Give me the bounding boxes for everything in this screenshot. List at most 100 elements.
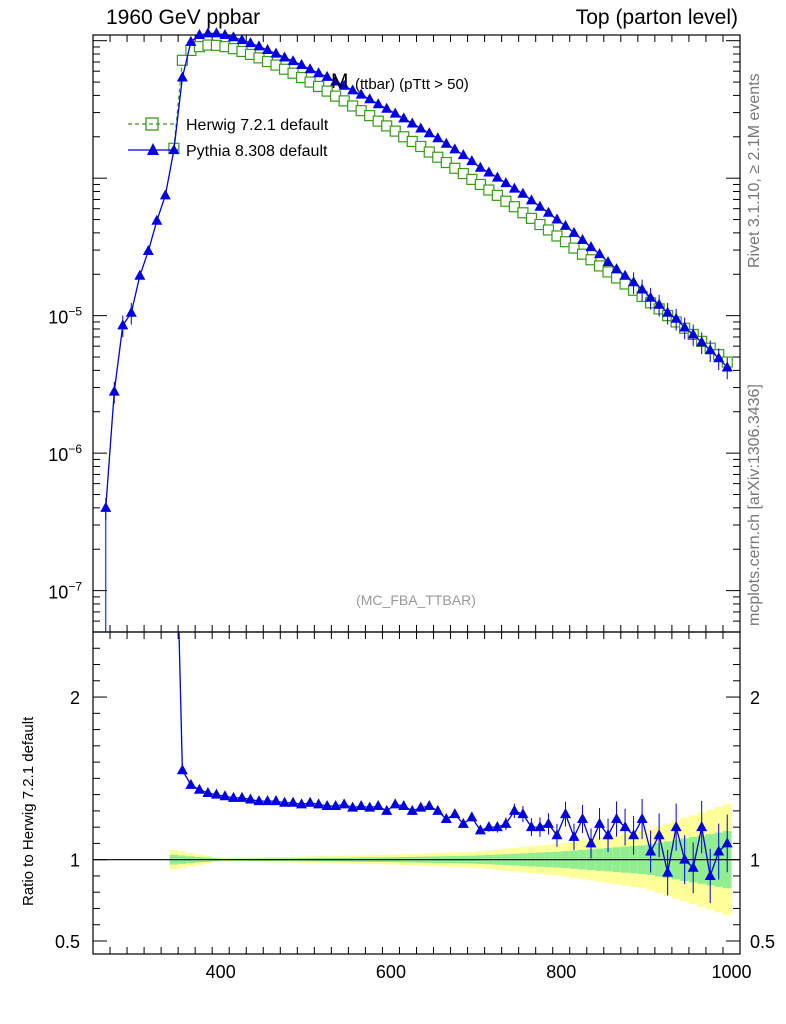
ratio-point [398,800,410,811]
legend: Herwig 7.2.1 default Pythia 8.308 defaul… [128,117,329,160]
pythia-point [474,161,486,172]
tick-labels: 400 600 800 1000 10−5 10−6 10−7 2 2 1 1 0.5 0.5 [48,305,775,982]
ratio-point [542,817,554,828]
ratio-point [670,821,682,832]
pythia-point [517,187,529,198]
ratio-point [313,798,325,809]
pythia-point [449,143,461,154]
ratio-point [466,811,478,822]
ratio-point [423,800,435,811]
ratio-point [457,817,469,828]
pythia-point [457,149,469,160]
ratio-point [440,813,452,824]
y-tick-label: 10−7 [48,580,82,603]
ratio-point [559,808,571,819]
y-tick-label: 10−6 [48,442,82,465]
herwig-point [176,54,188,66]
pythia-point [687,328,699,339]
ratio-point [577,813,589,824]
ratio-point [449,808,461,819]
pythia-point [321,70,333,81]
herwig-point [551,230,563,242]
ratio-tick-label-right: 1 [750,851,760,871]
pythia-point [628,276,640,287]
pythia-point [415,122,427,133]
ratio-tick-label-right: 2 [750,688,760,708]
herwig-point [440,156,452,169]
herwig-point [389,125,401,137]
pythia-point [159,189,171,200]
pythia-point [347,84,359,95]
pythia-point [262,44,274,55]
ratio-point [330,800,342,811]
pythia-point [202,27,214,38]
pythia-point [142,245,154,256]
legend-pythia-label: Pythia 8.308 default [186,143,328,160]
plot-title-sub: (ttbar) (pTtt > 50) [355,76,469,93]
ratio-point [253,795,265,806]
legend-herwig-label: Herwig 7.2.1 default [186,117,329,134]
pythia-point [568,226,580,237]
ratio-point [338,798,350,809]
pythia-point [679,321,691,332]
pythia-point [253,40,265,51]
ratio-tick-label-right: 0.5 [750,932,775,952]
ratio-point [304,796,316,807]
pythia-point [227,31,239,42]
curves [93,27,740,904]
ratio-point [287,796,299,807]
ratio-point [517,808,529,819]
pythia-point [440,137,452,148]
pythia-point [108,385,120,396]
ratio-point [321,800,333,811]
ratio-point [628,829,640,840]
herwig-point [585,254,597,266]
pythia-point [594,248,606,259]
energy-label: 1960 GeV ppbar [106,6,261,29]
pythia-line [105,32,728,508]
y-tick-label: 10−5 [48,305,82,328]
legend-herwig-marker [145,117,159,131]
pythia-point [483,166,495,177]
ratio-point [364,801,376,812]
ratio-point [483,821,495,832]
pythia-point [244,37,256,48]
pythia-point [134,269,146,280]
analysis-watermark: (MC_FBA_TTBAR) [356,592,476,608]
pythia-point [355,88,367,99]
pythia-point [670,312,682,323]
ratio-point [636,813,648,824]
pythia-point [185,35,197,46]
pythia-point [721,361,733,372]
pythia-point [508,182,520,193]
x-tick-label: 600 [376,962,406,982]
ratio-point [585,837,597,848]
herwig-point [559,236,572,248]
x-tick-label: 400 [206,962,236,982]
pythia-point [645,291,657,302]
pythia-point [619,269,631,280]
ratio-point [568,830,580,841]
ratio-point [491,821,503,832]
ratio-point [696,821,708,832]
ratio-point [415,801,427,812]
pythia-point [193,29,205,39]
ratio-point [210,788,222,799]
x-tick-label: 800 [546,962,576,982]
ratio-point [176,764,188,775]
pythia-point [406,117,418,128]
ratio-point [721,837,733,848]
pythia-point [364,93,376,104]
pythia-point [210,27,222,38]
ratio-point [372,800,384,811]
plot-title-main: M [331,70,349,93]
ratio-tick-label-left: 2 [70,688,80,708]
ratio-point [713,845,725,856]
ratio-point [594,817,606,828]
ratio-point [279,796,291,807]
pythia-point [219,29,231,39]
pythia-point [704,344,716,355]
pythia-point [559,219,571,230]
pythia-point [585,241,597,252]
